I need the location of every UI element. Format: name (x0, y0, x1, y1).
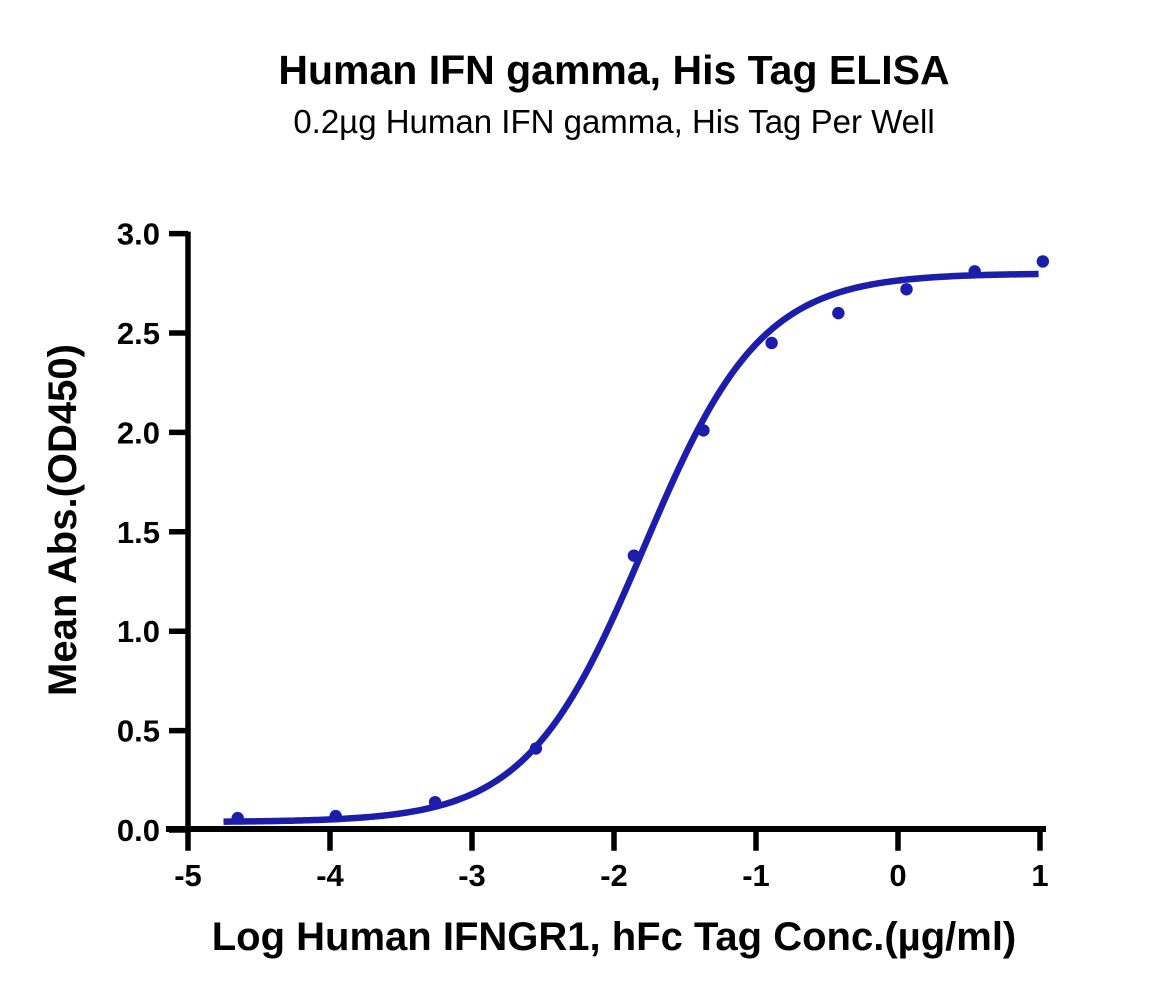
y-axis-label: Mean Abs.(OD450) (41, 344, 85, 696)
data-point (428, 795, 442, 809)
data-point (1036, 255, 1050, 268)
data-point (697, 424, 710, 437)
data-point (627, 549, 641, 562)
fit-curve-group (223, 270, 1039, 825)
x-tick-label: -5 (174, 858, 202, 893)
x-tick-label: -3 (458, 858, 486, 893)
y-tick-label: 0.0 (117, 813, 160, 848)
x-tick-label: 1 (1031, 858, 1048, 893)
y-tick-label: 2.0 (117, 415, 160, 450)
y-tick-label: 0.5 (117, 714, 160, 749)
x-axis-label: Log Human IFNGR1, hFc Tag Conc.(µg/ml) (212, 915, 1017, 959)
chart-title: Human IFN gamma, His Tag ELISA (278, 47, 949, 93)
data-points-group (231, 255, 1050, 825)
y-tick-label: 1.0 (117, 614, 160, 649)
chart-subtitle: 0.2µg Human IFN gamma, His Tag Per Well (293, 103, 934, 140)
data-point (832, 306, 845, 320)
axis-ticks (169, 230, 1043, 851)
data-point (231, 811, 244, 825)
data-point (329, 809, 342, 823)
data-point (529, 742, 543, 755)
y-tick-label: 3.0 (117, 217, 160, 252)
y-tick-label: 2.5 (117, 316, 160, 351)
data-point (968, 265, 981, 278)
y-tick-label: 1.5 (117, 515, 160, 550)
x-tick-label: -2 (600, 858, 628, 893)
x-tick-label: -4 (316, 858, 344, 893)
x-tick-label: -1 (742, 858, 770, 893)
x-tick-label: 0 (889, 858, 906, 893)
data-point (900, 283, 913, 296)
data-point (765, 336, 778, 350)
axis-tick-labels: 0.0 0.5 1.0 1.5 2.0 2.5 3.0 -5 -4 -3 -2 -1 0 1 (117, 217, 1049, 893)
fit-curve (223, 270, 1039, 825)
axes (166, 231, 1046, 833)
